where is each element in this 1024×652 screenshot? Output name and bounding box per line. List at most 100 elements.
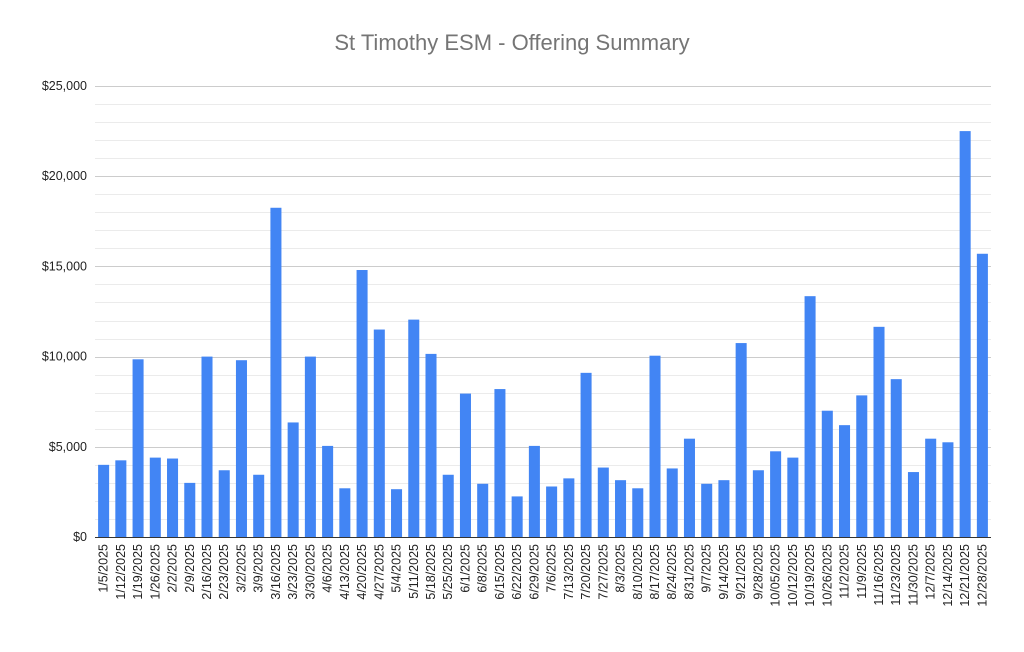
- x-tick-label: 6/29/2025: [527, 544, 541, 600]
- x-tick-label: 7/20/2025: [579, 544, 593, 600]
- bar: [184, 482, 196, 537]
- bar: [218, 470, 230, 537]
- y-axis-tick-labels: $0 $5,000 $10,000 $15,000 $20,000 $25,000: [42, 79, 87, 544]
- x-tick-label: 7/13/2025: [562, 544, 576, 600]
- x-tick-label: 5/4/2025: [390, 544, 404, 593]
- x-tick-label: 8/3/2025: [614, 544, 628, 593]
- bar: [563, 478, 575, 537]
- x-tick-label: 8/10/2025: [631, 544, 645, 600]
- x-tick-label: 3/16/2025: [269, 544, 283, 600]
- x-tick-label: 4/6/2025: [321, 544, 335, 593]
- x-tick-label: 11/16/2025: [872, 544, 886, 606]
- x-tick-label: 1/5/2025: [97, 544, 111, 593]
- x-tick-label: 2/16/2025: [200, 544, 214, 600]
- bar: [597, 467, 609, 537]
- x-tick-label: 4/13/2025: [338, 544, 352, 600]
- bar: [425, 353, 437, 537]
- y-tick-label: $25,000: [42, 79, 87, 93]
- x-tick-label: 11/2/2025: [838, 544, 852, 599]
- x-tick-label: 5/11/2025: [407, 544, 421, 599]
- bar: [408, 319, 420, 537]
- x-tick-label: 3/30/2025: [303, 544, 317, 600]
- bar: [752, 470, 764, 537]
- x-tick-label: 8/31/2025: [682, 544, 696, 600]
- bar: [201, 356, 213, 537]
- bar: [907, 472, 919, 537]
- bar: [787, 457, 799, 537]
- y-tick-label: $20,000: [42, 169, 87, 183]
- x-tick-label: 11/9/2025: [855, 544, 869, 599]
- bar: [580, 372, 592, 537]
- bar: [683, 438, 695, 537]
- bar: [442, 474, 454, 537]
- x-tick-label: 12/14/2025: [941, 544, 955, 607]
- x-tick-label: 3/23/2025: [286, 544, 300, 600]
- x-tick-label: 8/17/2025: [648, 544, 662, 600]
- bar: [942, 442, 954, 537]
- bar: [821, 410, 833, 537]
- chart-title: St Timothy ESM - Offering Summary: [334, 30, 690, 55]
- x-tick-label: 6/15/2025: [493, 544, 507, 600]
- x-tick-label: 6/22/2025: [510, 544, 524, 600]
- y-tick-label: $10,000: [42, 350, 87, 364]
- bar: [615, 480, 627, 537]
- bar: [132, 359, 144, 537]
- bar: [356, 270, 368, 537]
- bar: [287, 422, 299, 537]
- x-tick-label: 7/6/2025: [545, 544, 559, 593]
- x-axis-tick-labels: 1/5/2025 1/12/2025 1/19/2025 1/26/2025 2/2/2…: [97, 544, 990, 607]
- bar: [459, 393, 471, 537]
- x-tick-label: 2/9/2025: [183, 544, 197, 593]
- bar: [528, 445, 540, 537]
- x-tick-label: 9/21/2025: [734, 544, 748, 600]
- x-tick-label: 11/23/2025: [889, 544, 903, 606]
- x-tick-label: 9/28/2025: [751, 544, 765, 600]
- bar: [770, 451, 782, 537]
- x-tick-label: 9/14/2025: [717, 544, 731, 600]
- bar: [804, 296, 816, 537]
- x-tick-label: 9/7/2025: [700, 544, 714, 593]
- bar: [856, 395, 868, 537]
- x-tick-label: 3/2/2025: [234, 544, 248, 593]
- bar: [925, 438, 937, 537]
- x-tick-label: 11/30/2025: [906, 544, 920, 606]
- bar: [649, 355, 661, 537]
- x-tick-label: 12/7/2025: [924, 544, 938, 600]
- x-tick-label: 4/20/2025: [355, 544, 369, 600]
- bar: [477, 483, 489, 537]
- bar: [167, 458, 179, 537]
- bar: [115, 460, 127, 537]
- y-tick-label: $0: [73, 530, 87, 544]
- x-tick-label: 1/26/2025: [148, 544, 162, 600]
- bar: [98, 464, 110, 537]
- bar: [701, 483, 713, 537]
- bar: [666, 468, 678, 537]
- x-tick-label: 1/19/2025: [131, 544, 145, 600]
- x-tick-label: 3/9/2025: [252, 544, 266, 593]
- bar: [149, 457, 161, 537]
- x-tick-label: 2/2/2025: [166, 544, 180, 593]
- bar: [632, 488, 644, 537]
- bar: [253, 474, 265, 537]
- bar: [373, 329, 385, 537]
- bar: [735, 343, 747, 537]
- x-tick-label: 6/1/2025: [458, 544, 472, 593]
- bar: [890, 379, 902, 537]
- x-tick-label: 4/27/2025: [372, 544, 386, 600]
- bar: [235, 360, 247, 537]
- x-tick-label: 10/05/2025: [769, 544, 783, 607]
- x-tick-label: 12/21/2025: [958, 544, 972, 607]
- bar: [546, 486, 558, 537]
- bar: [839, 425, 851, 537]
- x-tick-label: 10/19/2025: [803, 544, 817, 607]
- bar: [304, 356, 316, 537]
- x-tick-label: 5/18/2025: [424, 544, 438, 600]
- x-tick-label: 10/26/2025: [820, 544, 834, 607]
- bar: [322, 445, 334, 537]
- y-tick-label: $15,000: [42, 259, 87, 273]
- bar: [976, 253, 988, 537]
- x-tick-label: 8/24/2025: [665, 544, 679, 600]
- x-tick-label: 2/23/2025: [217, 544, 231, 600]
- bar: [270, 207, 282, 537]
